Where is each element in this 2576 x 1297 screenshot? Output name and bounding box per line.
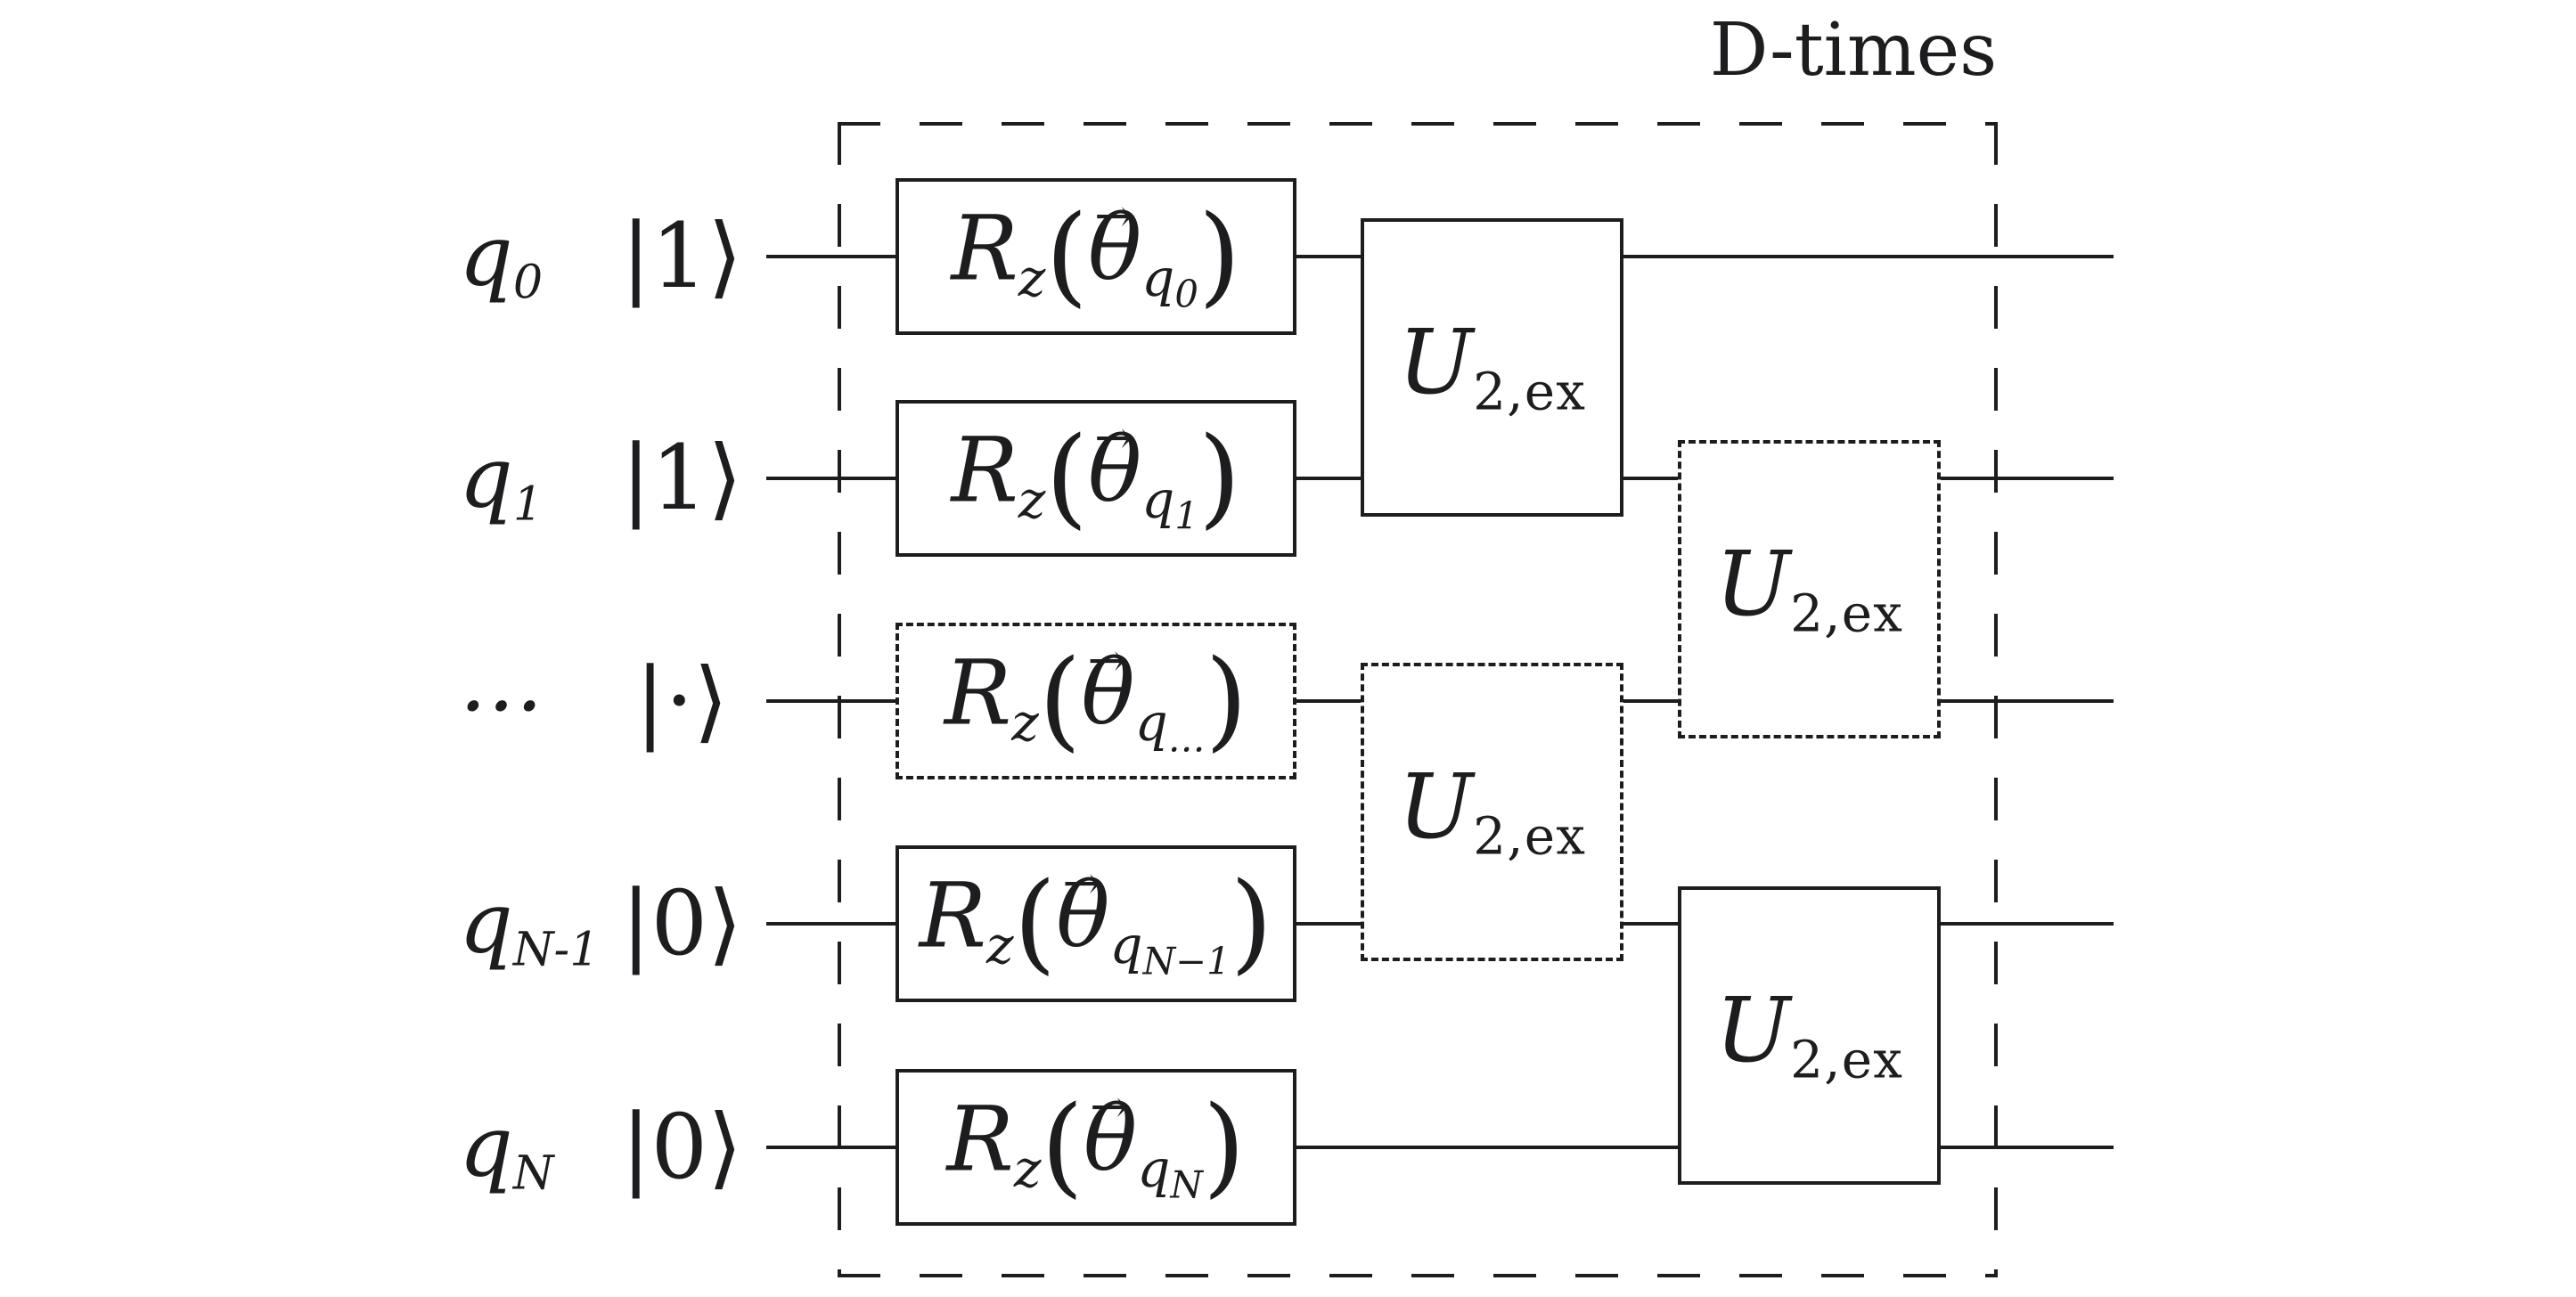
ket-state-q1: |1⟩ bbox=[620, 426, 743, 530]
ket-state-qN: |0⟩ bbox=[620, 1095, 743, 1199]
gate-rz-qN: Rz(→ θqN) bbox=[895, 1069, 1296, 1226]
gate-rz-qdots: Rz(→ θq…) bbox=[895, 623, 1296, 779]
gate-u2ex-qN-1-qN: U2,ex bbox=[1678, 886, 1941, 1185]
vector-arrow: → bbox=[1087, 633, 1127, 688]
vector-arrow: → bbox=[1094, 189, 1133, 243]
ket-state-q0: |1⟩ bbox=[620, 204, 743, 308]
ket-state-qN-1: |0⟩ bbox=[620, 871, 743, 975]
repeat-block-border-bottom bbox=[838, 1274, 1998, 1277]
gate-u2ex-q1-qdots: U2,ex bbox=[1678, 440, 1941, 738]
gate-rz-q1: Rz(→ θq1) bbox=[895, 400, 1296, 557]
qubit-label-q0: q0 bbox=[459, 208, 544, 310]
gate-u2ex-q0-q1: U2,ex bbox=[1361, 218, 1623, 517]
repeat-block-border-top bbox=[838, 122, 1994, 126]
qubit-label-qN-1: qN-1 bbox=[459, 875, 600, 977]
gate-rz-q0: Rz(→ θq0) bbox=[895, 178, 1296, 335]
vector-arrow: → bbox=[1090, 1080, 1129, 1134]
vector-arrow: → bbox=[1062, 856, 1102, 910]
repeat-count-label: D-times bbox=[1709, 8, 1998, 93]
qubit-label-dots: … bbox=[459, 632, 560, 730]
vector-arrow: → bbox=[1094, 411, 1133, 465]
qubit-label-q1: q1 bbox=[459, 429, 544, 532]
wire-qN bbox=[766, 1146, 2114, 1149]
gate-rz-qN-1: Rz(→ θqN−1) bbox=[895, 845, 1296, 1002]
gate-u2ex-qdots-qN-1: U2,ex bbox=[1361, 663, 1623, 961]
qubit-label-qN: qN bbox=[459, 1098, 554, 1201]
ket-state-qdots: |·⟩ bbox=[634, 648, 729, 753]
